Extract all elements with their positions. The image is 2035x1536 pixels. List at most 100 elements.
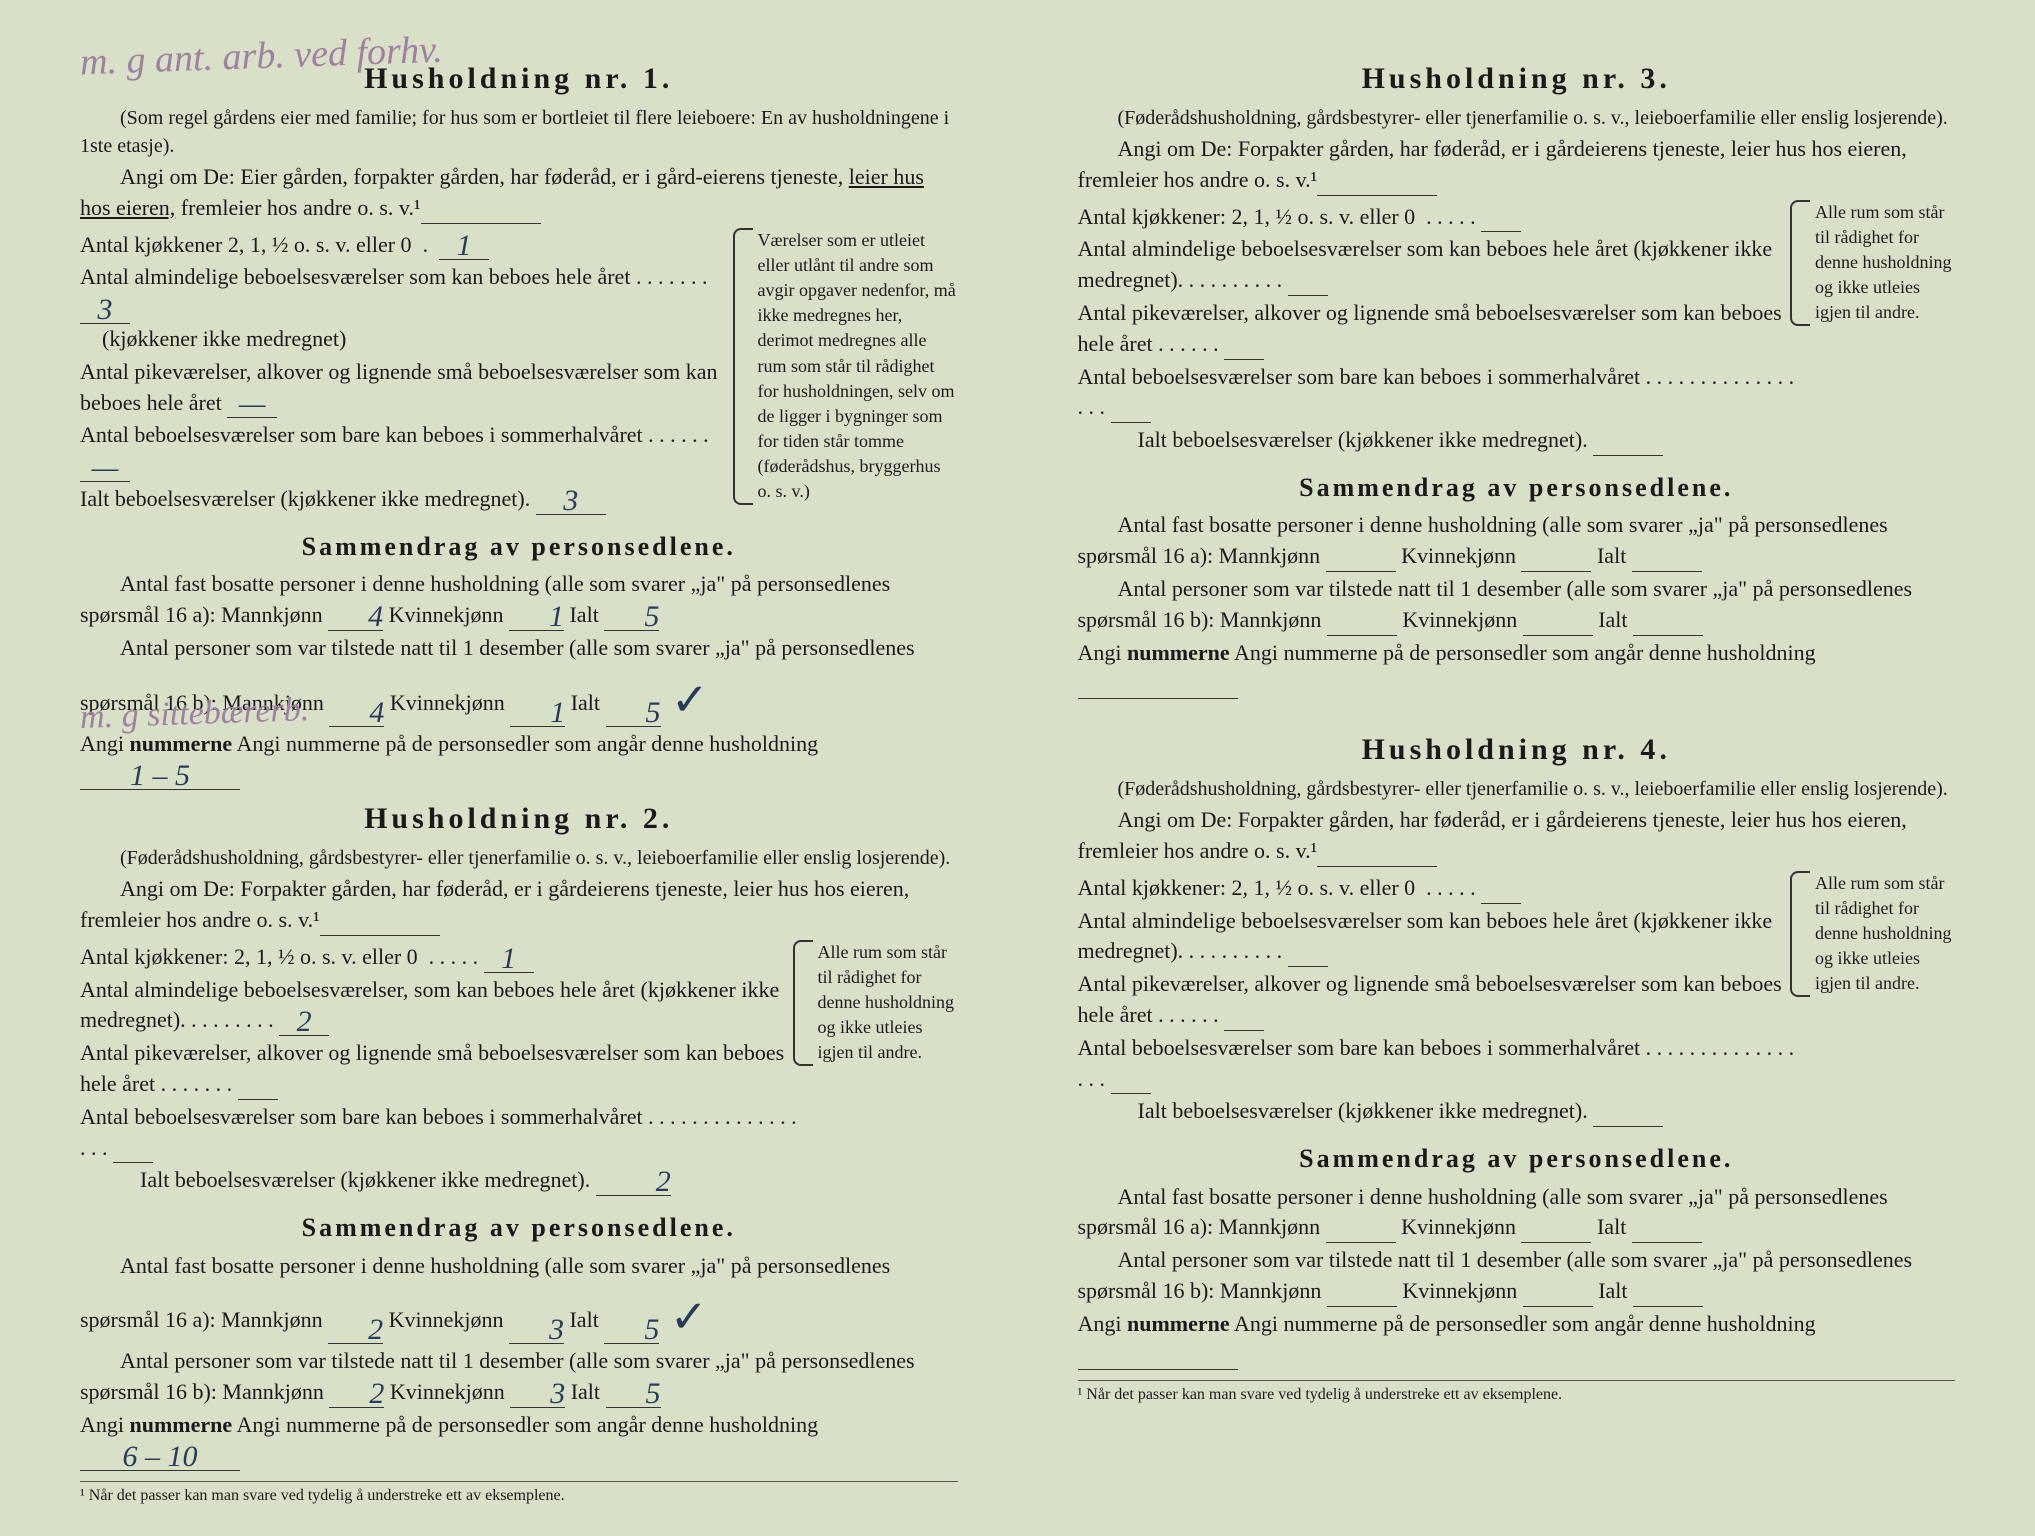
hh3-angi-text: Angi om De: Forpakter gården, har føderå…: [1078, 136, 1907, 192]
hh1-fast-t: 5: [604, 603, 659, 631]
hh4-fast-m: [1326, 1220, 1396, 1243]
hh2-side-text: Alle rum som står til rådighet for denne…: [818, 942, 955, 1063]
hh2-til-t: 5: [606, 1380, 661, 1408]
hh1-num-v: 1 – 5: [80, 762, 240, 790]
hh1-angi: Angi om De: Eier gården, forpakter gårde…: [80, 162, 958, 224]
hh4-angi-blank: [1317, 844, 1437, 867]
hh1-room-main: Antal kjøkkener 2, 1, ½ o. s. v. eller 0…: [80, 228, 738, 517]
hh1-angi-text: Angi om De: Eier gården, forpakter gårde…: [120, 164, 849, 189]
hh4-kv-lbl2: Kvinnekjønn: [1402, 1278, 1517, 1303]
hh2-angi-text: Angi om De: Forpakter gården, har føderå…: [80, 876, 909, 932]
hh3-paren: (Føderådshusholdning, gårdsbestyrer- ell…: [1078, 104, 1956, 132]
hh3-til-m: [1327, 613, 1397, 636]
hh3-nummerne: nummerne: [1127, 640, 1230, 665]
hh1-til-k: 1: [510, 699, 565, 727]
hh3-tilstede: Antal personer som var tilstede natt til…: [1078, 574, 1956, 636]
hh2-q-almind: Antal almindelige beboelsesværelser, som…: [80, 977, 779, 1033]
hh2-q-kjokken: Antal kjøkkener: 2, 1, ½ o. s. v. eller …: [80, 944, 418, 969]
hh3-kv-lbl: Kvinnekjønn: [1401, 543, 1516, 568]
hh2-sammendrag: Sammendrag av personsedlene.: [80, 1210, 958, 1246]
hh2-v-sommer: [113, 1140, 153, 1163]
hh4-num-text: Angi nummerne på de personsedler som ang…: [1234, 1311, 1816, 1336]
hh1-checkmark: ✓: [671, 675, 709, 725]
hh4-q-kjokken: Antal kjøkkener: 2, 1, ½ o. s. v. eller …: [1078, 875, 1416, 900]
hh3-ialt-lbl2: Ialt: [1598, 607, 1627, 632]
hh2-tilstede: Antal personer som var tilstede natt til…: [80, 1346, 958, 1408]
hh1-room-block: Antal kjøkkener 2, 1, ½ o. s. v. eller 0…: [80, 228, 958, 517]
hh1-side-text: Værelser som er utleiet eller utlånt til…: [758, 230, 956, 502]
hh1-q-ialt: Ialt beboelsesværelser (kjøkkener ikke m…: [80, 486, 530, 511]
hh3-room-main: Antal kjøkkener: 2, 1, ½ o. s. v. eller …: [1078, 200, 1796, 458]
hh3-room-block: Antal kjøkkener: 2, 1, ½ o. s. v. eller …: [1078, 200, 1956, 458]
hh2-til-k: 3: [510, 1380, 565, 1408]
hh2-side: Alle rum som står til rådighet for denne…: [798, 940, 958, 1066]
hh3-v-sommer: [1111, 400, 1151, 423]
hh2-title: Husholdning nr. 2.: [80, 798, 958, 840]
hh2-ialt-lbl: Ialt: [569, 1307, 598, 1332]
hh2-fast-k: 3: [509, 1316, 564, 1344]
hh2-q-pike: Antal pikeværelser, alkover og lignende …: [80, 1040, 784, 1096]
hh2-q-sommer: Antal beboelsesværelser som bare kan beb…: [80, 1104, 643, 1129]
hh3-v-ialt: [1593, 433, 1663, 456]
hh1-til-m: 4: [329, 699, 384, 727]
hh1-q-almind: Antal almindelige beboelsesværelser som …: [80, 264, 630, 289]
hh2-v-kjokken: 1: [484, 945, 534, 973]
hh2-num-text: Angi nummerne på de personsedler som ang…: [236, 1412, 818, 1437]
hh4-fast-k: [1521, 1220, 1591, 1243]
hh4-bracket: [1790, 871, 1810, 997]
hh2-til-m: 2: [329, 1380, 384, 1408]
hh3-til-k: [1523, 613, 1593, 636]
hh3-angi-blank: [1317, 173, 1437, 196]
hh1-fast-m: 4: [328, 603, 383, 631]
right-page: Husholdning nr. 3. (Føderådshusholdning,…: [1018, 0, 2035, 1536]
hh3-fast-k: [1521, 549, 1591, 572]
hh1-num: Angi nummerne Angi nummerne på de person…: [80, 729, 958, 791]
hh2-q-ialt: Ialt beboelsesværelser (kjøkkener ikke m…: [140, 1167, 590, 1192]
hh2-room-main: Antal kjøkkener: 2, 1, ½ o. s. v. eller …: [80, 940, 798, 1198]
hh3-ialt-lbl: Ialt: [1597, 543, 1626, 568]
hh1-kv-lbl2: Kvinnekjønn: [390, 690, 505, 715]
hh4-num: Angi nummerne Angi nummerne på de person…: [1078, 1309, 1956, 1371]
hh1-angi-blank: [421, 201, 541, 224]
hh4-fast-t: [1632, 1220, 1702, 1243]
hh4-v-almind: [1288, 944, 1328, 967]
hh2-v-almind: 2: [279, 1008, 329, 1036]
hh2-num-v: 6 – 10: [80, 1443, 240, 1471]
hh4-paren: (Føderådshusholdning, gårdsbestyrer- ell…: [1078, 775, 1956, 803]
hh4-v-pike: [1224, 1008, 1264, 1031]
hh1-ialt-lbl: Ialt: [569, 602, 598, 627]
hh4-side-text: Alle rum som står til rådighet for denne…: [1815, 873, 1952, 994]
hh3-fast: Antal fast bosatte personer i denne hush…: [1078, 510, 1956, 572]
hh4-room-block: Antal kjøkkener: 2, 1, ½ o. s. v. eller …: [1078, 871, 1956, 1129]
hh3-num: Angi nummerne Angi nummerne på de person…: [1078, 638, 1956, 700]
hh3-kv-lbl2: Kvinnekjønn: [1402, 607, 1517, 632]
hh1-q-pike: Antal pikeværelser, alkover og lignende …: [80, 359, 718, 415]
hh3-v-almind: [1288, 273, 1328, 296]
hh4-til-m: [1327, 1284, 1397, 1307]
hh2-fast: Antal fast bosatte personer i denne hush…: [80, 1251, 958, 1345]
hh3-num-v: [1078, 676, 1238, 699]
hh3-q-kjokken: Antal kjøkkener: 2, 1, ½ o. s. v. eller …: [1078, 204, 1416, 229]
hh4-footnote: ¹ Når det passer kan man svare ved tydel…: [1078, 1380, 1956, 1406]
hh1-v-ialt: 3: [536, 487, 606, 515]
hh1-q-sommer: Antal beboelsesværelser som bare kan beb…: [80, 422, 643, 447]
hh1-v-kjokken: 1: [439, 232, 489, 260]
hh1-side: Værelser som er utleiet eller utlånt til…: [738, 228, 958, 505]
hh2-kv-lbl2: Kvinnekjønn: [390, 1379, 505, 1404]
hh3-sammendrag: Sammendrag av personsedlene.: [1078, 470, 1956, 506]
hh4-q-ialt: Ialt beboelsesværelser (kjøkkener ikke m…: [1138, 1098, 1588, 1123]
hh1-v-sommer: —: [80, 454, 130, 482]
hh1-til-t: 5: [606, 699, 661, 727]
hh2-v-pike: [238, 1077, 278, 1100]
hh4-til-k: [1523, 1284, 1593, 1307]
hh2-paren: (Føderådshusholdning, gårdsbestyrer- ell…: [80, 844, 958, 872]
hh1-ialt-lbl2: Ialt: [571, 690, 600, 715]
hh4-title: Husholdning nr. 4.: [1078, 729, 1956, 771]
hh2-v-ialt: 2: [596, 1168, 671, 1196]
hh1-paren: (Som regel gårdens eier med familie; for…: [80, 104, 958, 160]
hh4-angi-text: Angi om De: Forpakter gården, har føderå…: [1078, 807, 1907, 863]
hh4-v-sommer: [1111, 1071, 1151, 1094]
hh4-kv-lbl: Kvinnekjønn: [1401, 1214, 1516, 1239]
hh4-sammendrag: Sammendrag av personsedlene.: [1078, 1141, 1956, 1177]
hh3-side-text: Alle rum som står til rådighet for denne…: [1815, 202, 1952, 323]
